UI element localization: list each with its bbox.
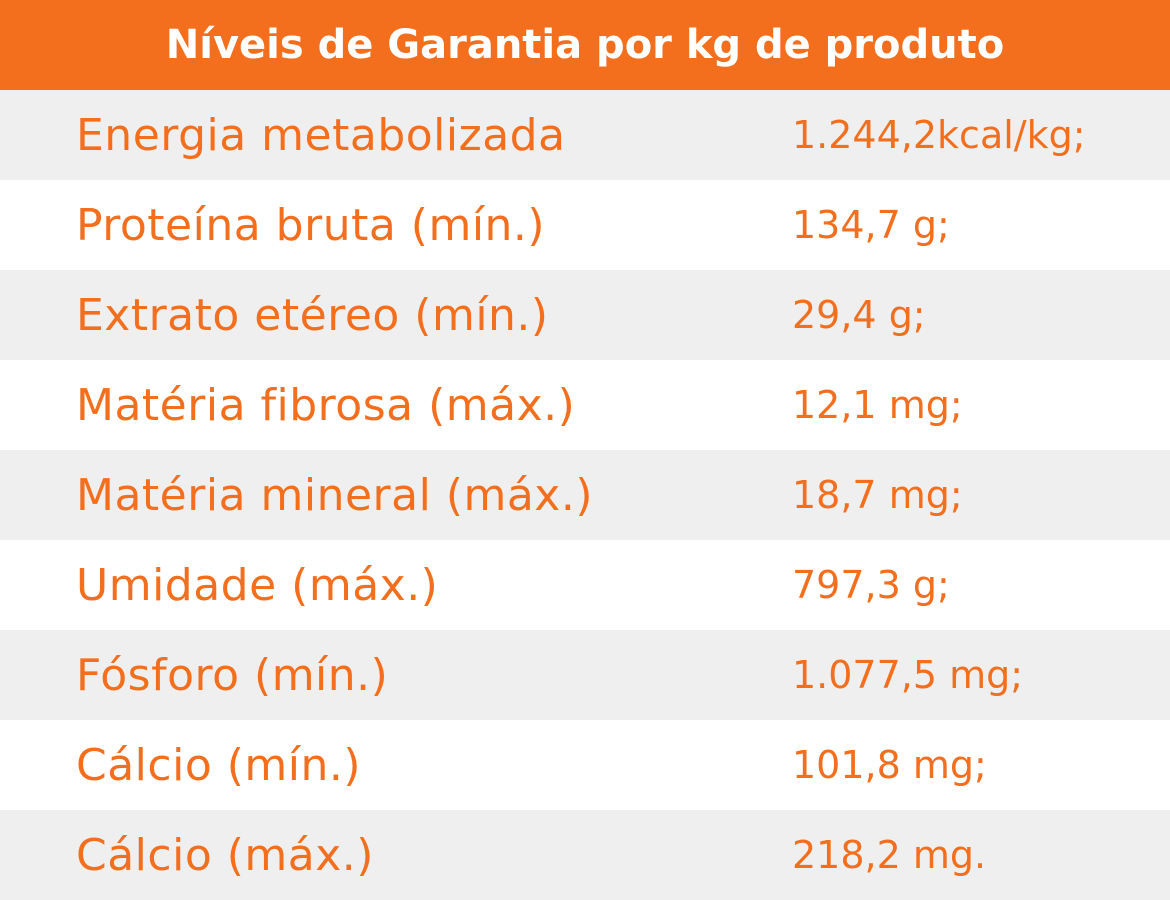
table-row: Umidade (máx.) 797,3 g;	[0, 540, 1170, 630]
value-cell: 12,1 mg;	[792, 383, 963, 427]
label-cell: Umidade (máx.)	[76, 559, 439, 611]
label-cell: Cálcio (máx.)	[76, 829, 374, 881]
label-cell: Fósforo (mín.)	[76, 649, 389, 701]
table-row: Matéria fibrosa (máx.) 12,1 mg;	[0, 360, 1170, 450]
value-cell: 797,3 g;	[792, 563, 950, 607]
table-row: Matéria mineral (máx.) 18,7 mg;	[0, 450, 1170, 540]
value-cell: 1.244,2kcal/kg;	[792, 113, 1086, 157]
table-row: Energia metabolizada 1.244,2kcal/kg;	[0, 90, 1170, 180]
value-cell: 134,7 g;	[792, 203, 950, 247]
label-cell: Matéria fibrosa (máx.)	[76, 379, 576, 431]
value-cell: 18,7 mg;	[792, 473, 963, 517]
label-cell: Matéria mineral (máx.)	[76, 469, 593, 521]
label-cell: Extrato etéreo (mín.)	[76, 289, 549, 341]
value-cell: 1.077,5 mg;	[792, 653, 1024, 697]
label-cell: Cálcio (mín.)	[76, 739, 362, 791]
table-row: Fósforo (mín.) 1.077,5 mg;	[0, 630, 1170, 720]
table-row: Proteína bruta (mín.) 134,7 g;	[0, 180, 1170, 270]
label-cell: Proteína bruta (mín.)	[76, 199, 546, 251]
value-cell: 29,4 g;	[792, 293, 926, 337]
table-row: Extrato etéreo (mín.) 29,4 g;	[0, 270, 1170, 360]
value-cell: 101,8 mg;	[792, 743, 987, 787]
table-title: Níveis de Garantia por kg de produto	[0, 0, 1170, 90]
table-row: Cálcio (máx.) 218,2 mg.	[0, 810, 1170, 900]
label-cell: Energia metabolizada	[76, 109, 566, 161]
table-row: Cálcio (mín.) 101,8 mg;	[0, 720, 1170, 810]
value-cell: 218,2 mg.	[792, 833, 987, 877]
table: Energia metabolizada 1.244,2kcal/kg; Prote…	[0, 90, 1170, 900]
